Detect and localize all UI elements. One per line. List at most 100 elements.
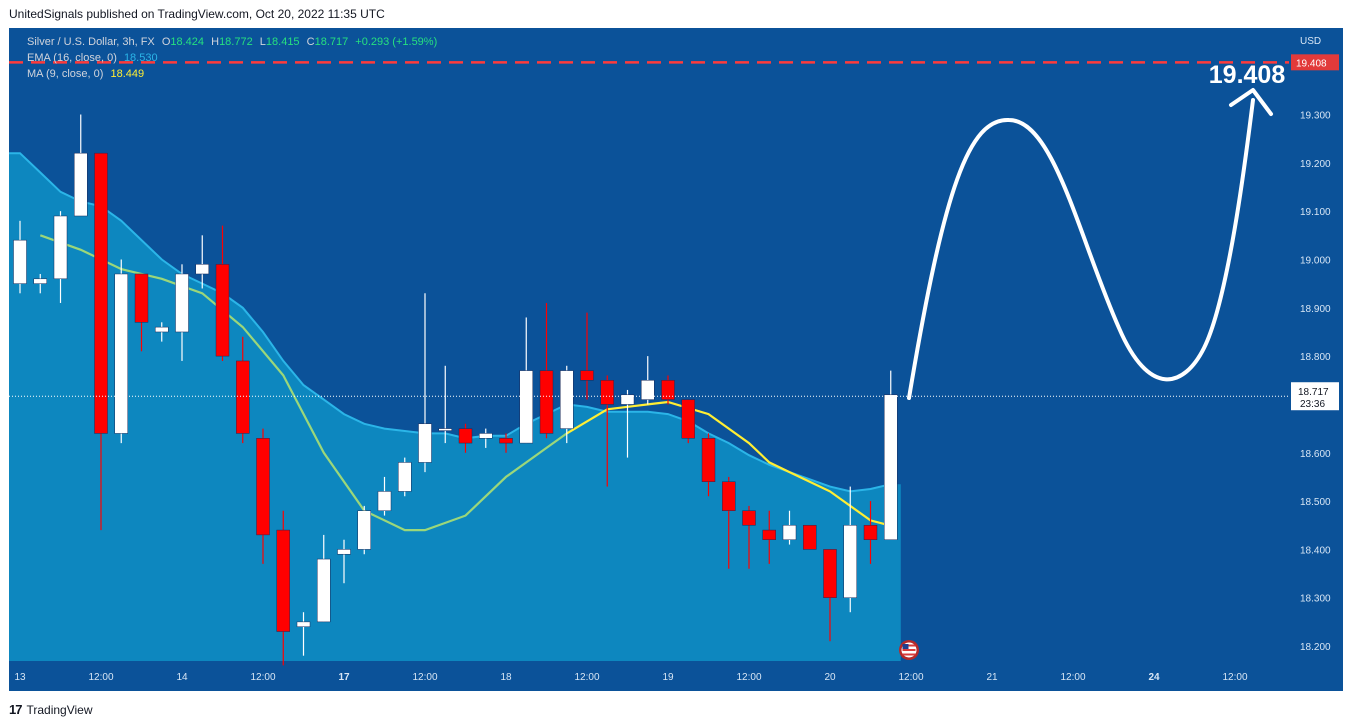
candle [641, 356, 655, 405]
current-price-tag [1291, 382, 1339, 411]
candle [661, 375, 675, 405]
candle-body [236, 360, 250, 434]
footer-brand[interactable]: TradingView [26, 702, 93, 717]
y-tick-label: 19.300 [1300, 111, 1331, 122]
time-axis[interactable]: 13 12:00 14 12:00 17 12:00 18 12:00 19 12:00 20 12:… [14, 672, 1248, 683]
x-tick-label: 12:00 [736, 672, 761, 683]
current-price-tag-label: 18.717 [1298, 387, 1329, 398]
target-price-annotation: 19.408 [1209, 61, 1286, 89]
x-tick-label: 12:00 [1222, 672, 1247, 683]
legend-ema: EMA (16, close, 0) 18.530 [27, 52, 158, 64]
candle-body [620, 394, 635, 405]
candle-body [580, 370, 594, 381]
x-tick-label: 12:00 [412, 672, 437, 683]
candle-body [398, 462, 412, 492]
legend-open-label: O [161, 36, 171, 48]
candle-body [94, 152, 108, 434]
candle [418, 293, 432, 473]
candle-body [843, 524, 857, 598]
candle-body [458, 428, 473, 444]
candle [762, 510, 776, 564]
candle [884, 370, 898, 540]
candle-body [418, 423, 432, 463]
candle-body [114, 273, 128, 434]
candle [580, 312, 594, 400]
candle-body [681, 399, 695, 439]
candle-body [296, 621, 311, 627]
candle-body [155, 326, 169, 333]
candle-body [701, 438, 716, 482]
projection-curve [907, 98, 1255, 400]
candle-body [884, 394, 898, 540]
chart-frame[interactable]: 18.200 18.300 18.400 18.500 18.600 18.800 18.9… [9, 28, 1343, 691]
price-chart[interactable]: 18.200 18.300 18.400 18.500 18.600 18.800 18.9… [9, 28, 1343, 691]
legend-low-label: L [259, 36, 266, 48]
candle [236, 336, 250, 444]
candle [722, 476, 736, 569]
tradingview-logo-icon[interactable]: 17 [9, 702, 23, 717]
candle-body [438, 428, 452, 431]
x-tick-label: 24 [1148, 672, 1160, 683]
candle-body [276, 529, 290, 632]
candle [681, 399, 695, 444]
legend-close: 18.717 [314, 36, 349, 48]
y-tick-label: 19.200 [1300, 159, 1331, 170]
candle [195, 235, 209, 289]
candle [256, 428, 270, 564]
price-axis[interactable]: 18.200 18.300 18.400 18.500 18.600 18.800 18.9… [1291, 54, 1339, 653]
candle-body [600, 380, 614, 405]
legend-ohlc: Silver / U.S. Dollar, 3h, FX O18.424 H18… [27, 36, 437, 48]
us-flag-icon[interactable] [899, 640, 919, 660]
ema-area-fill [9, 153, 901, 661]
candle [519, 317, 533, 444]
ma-line-past [39, 234, 568, 532]
candle-body [337, 549, 351, 555]
candle-body [863, 524, 878, 540]
candle [479, 428, 493, 448]
candle-body [74, 152, 88, 217]
x-tick-label: 21 [986, 672, 998, 683]
candle [337, 539, 351, 584]
candle [539, 302, 554, 439]
candle [33, 273, 47, 294]
candle-body [317, 558, 331, 623]
moving-average-lines [39, 234, 892, 532]
legend-ma-label: MA (9, close, 0) [27, 68, 104, 80]
candle [357, 505, 371, 555]
legend-close-label: C [306, 36, 315, 48]
candle-body [215, 264, 230, 357]
candle [560, 365, 574, 444]
candle [175, 264, 189, 361]
target-price-tag [1291, 54, 1339, 71]
x-tick-label: 18 [500, 672, 512, 683]
target-price-tag-label: 19.408 [1296, 58, 1327, 69]
legend-ema-value: 18.530 [123, 52, 158, 64]
candle-body [175, 273, 189, 333]
candle [114, 259, 128, 444]
price-axis-background [1289, 28, 1343, 661]
candle-body [357, 510, 371, 550]
candle-body [479, 433, 493, 439]
candle [155, 322, 169, 342]
candle-body [742, 510, 756, 526]
candle [398, 457, 412, 497]
candle-body [256, 438, 270, 536]
legend-high-label: H [211, 36, 220, 48]
candle [438, 365, 452, 444]
candle-body [499, 438, 513, 444]
legend-high: 18.772 [219, 36, 253, 48]
candle [377, 476, 392, 516]
candle-body [782, 524, 797, 540]
y-tick-label: 18.400 [1300, 545, 1331, 556]
x-tick-label: 12:00 [898, 672, 923, 683]
legend-symbol: Silver / U.S. Dollar, 3h, FX [27, 36, 155, 48]
legend-change: +0.293 (+1.59%) [355, 36, 438, 48]
candles [13, 114, 898, 666]
legend-ma-value: 18.449 [110, 68, 145, 80]
x-tick-label: 19 [662, 672, 674, 683]
x-tick-label: 14 [176, 672, 188, 683]
candle-body [377, 491, 392, 511]
candle [803, 524, 817, 550]
y-tick-label: 18.800 [1300, 352, 1331, 363]
candle [317, 534, 331, 623]
